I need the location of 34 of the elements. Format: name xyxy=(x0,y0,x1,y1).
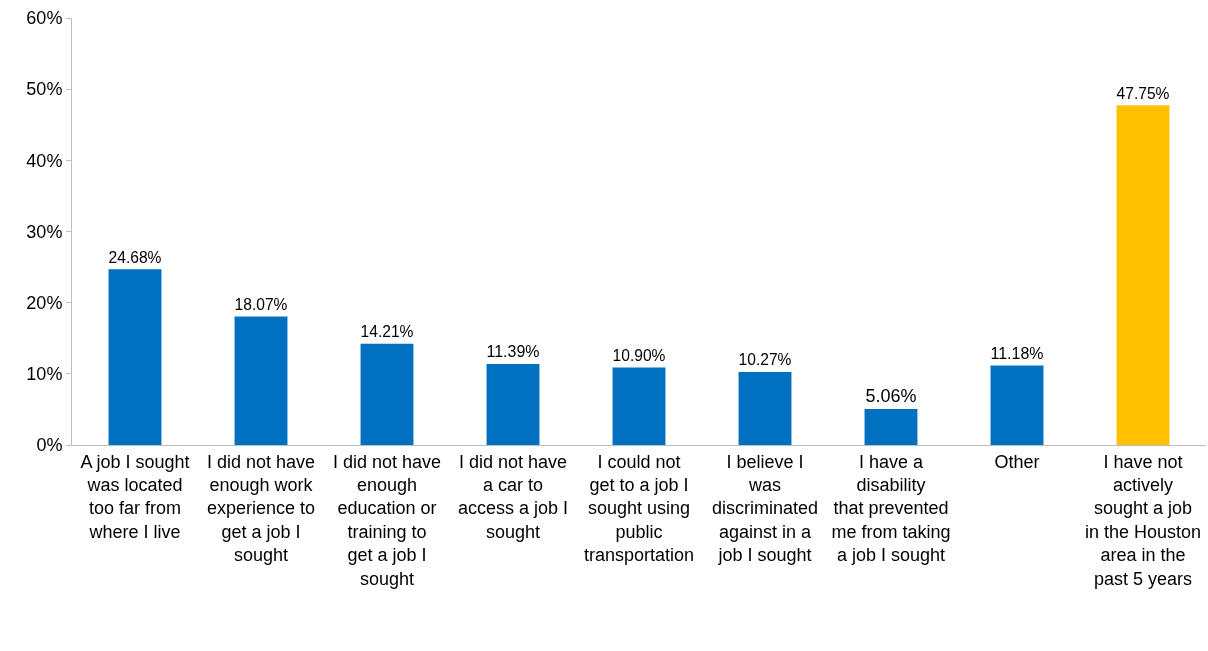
y-tick-label: 50% xyxy=(26,79,63,100)
x-tick-label: I could not get to a job I sought using public transportation xyxy=(583,451,695,566)
bar xyxy=(612,367,666,445)
data-label: 10.27% xyxy=(738,351,792,369)
bar xyxy=(738,371,792,445)
x-tick-label: Other xyxy=(994,451,1040,472)
data-label: 11.18% xyxy=(990,344,1044,362)
data-label: 18.07% xyxy=(234,295,288,313)
data-label: 11.39% xyxy=(486,343,540,361)
x-tick-label: I have a disability that prevented me from taking a job I sought xyxy=(831,451,951,566)
bar xyxy=(1116,105,1170,445)
y-tick-label: 40% xyxy=(26,150,63,171)
bar xyxy=(108,269,162,445)
bar xyxy=(990,365,1044,445)
bar xyxy=(234,316,288,445)
x-tick-label: I did not have enough education or training to get a job I sought xyxy=(332,451,442,589)
y-tick-label: 60% xyxy=(26,8,63,29)
bar xyxy=(360,343,414,445)
x-tick-label: I did not have enough work experience to get a job I sought xyxy=(206,451,316,566)
bar xyxy=(864,408,918,445)
data-label: 5.06% xyxy=(865,385,917,406)
data-label: 14.21% xyxy=(360,323,414,341)
y-tick-label: 20% xyxy=(26,292,63,313)
bar xyxy=(486,363,540,445)
y-tick-label: 10% xyxy=(26,364,63,385)
y-tick-label: 30% xyxy=(26,221,63,242)
data-label: 24.68% xyxy=(108,248,162,266)
data-label: 10.90% xyxy=(612,346,666,364)
x-tick-label: A job I sought was located too far from where I live xyxy=(80,451,190,542)
x-tick-label: I did not have a car to access a job I sought xyxy=(457,451,569,542)
data-label: 47.75% xyxy=(1116,84,1170,102)
x-tick-label: I believe I was discriminated against in a job I sought xyxy=(711,451,819,566)
x-tick-label: I have not actively sought a job in the Houston area in the past 5 years xyxy=(1084,451,1202,589)
y-tick-label: 0% xyxy=(36,435,63,456)
